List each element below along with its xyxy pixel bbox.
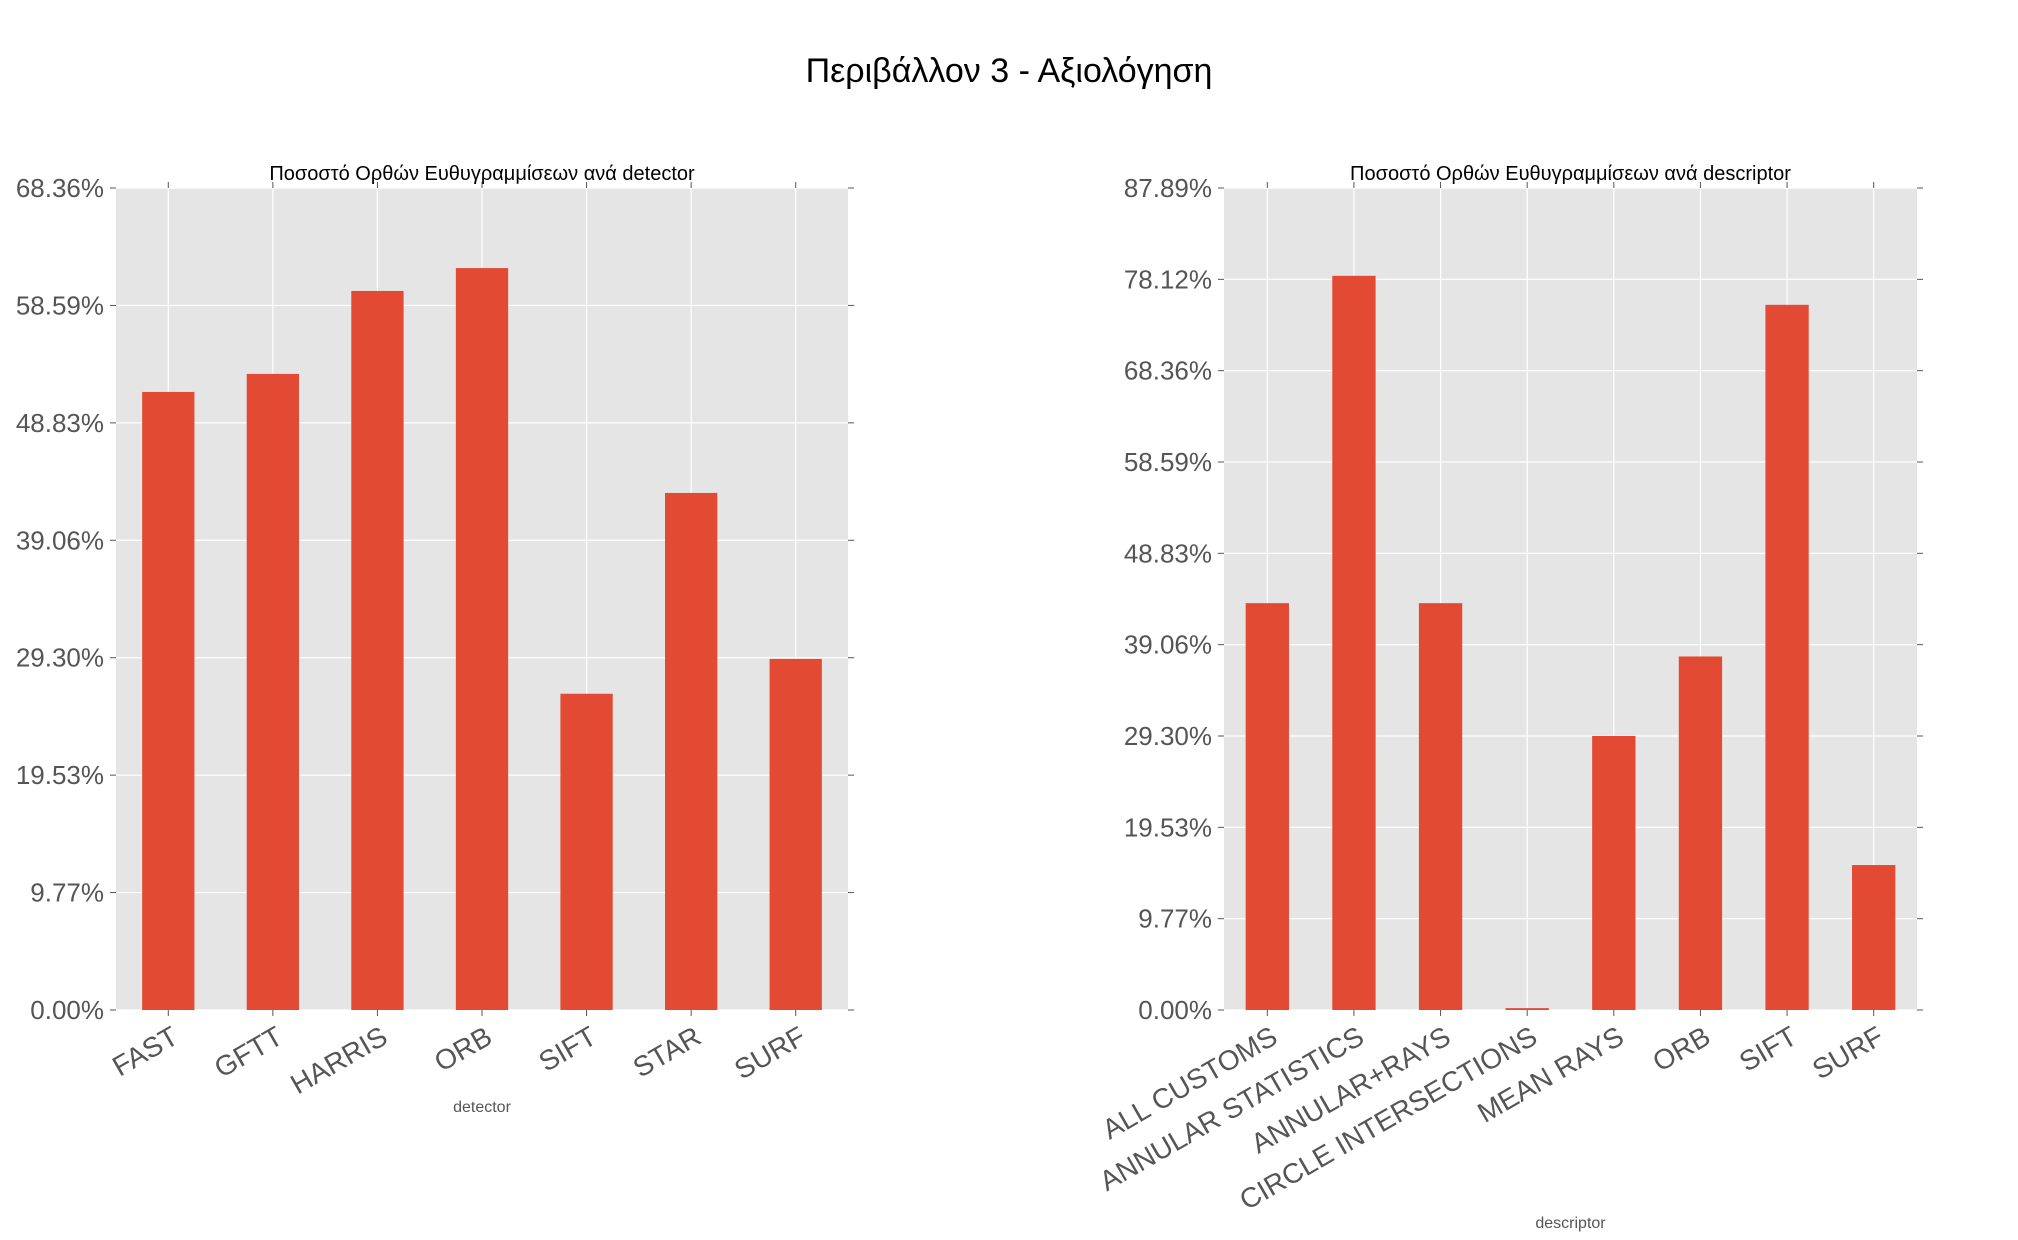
ytick-label: 58.59% xyxy=(1124,447,1212,477)
xtick-label: HARRIS xyxy=(285,1020,392,1100)
x-axis-label: descriptor xyxy=(1535,1215,1606,1232)
xtick-label: ORB xyxy=(1647,1020,1715,1077)
ytick-label: 0.00% xyxy=(30,995,104,1025)
bar-orb xyxy=(455,268,509,1010)
x-axis-label: detector xyxy=(453,1099,511,1116)
xtick-label: SIFT xyxy=(1734,1020,1802,1077)
ytick-label: 19.53% xyxy=(16,760,104,790)
bar-star xyxy=(665,492,718,1010)
bar-annular-rays xyxy=(1418,603,1463,1010)
ytick-label: 19.53% xyxy=(1124,812,1212,842)
bar-surf xyxy=(769,658,822,1010)
bar-harris xyxy=(351,290,404,1010)
ytick-label: 48.83% xyxy=(16,408,104,438)
bar-sift xyxy=(1765,304,1809,1010)
chart-panel-2: 0.00% 9.77% 19.53% 29.30% 39.06% 48.83% 58.59%… xyxy=(1094,163,1923,1232)
figure-title: Περιβάλλον 3 - Αξιολόγηση xyxy=(805,52,1213,90)
ytick-label: 68.36% xyxy=(16,173,104,203)
ytick-label: 78.12% xyxy=(1124,264,1212,294)
ytick-label: 9.77% xyxy=(1138,904,1212,934)
bar-all-customs xyxy=(1245,603,1289,1010)
xtick-label: SURF xyxy=(1807,1020,1889,1085)
bar-mean-rays xyxy=(1592,735,1636,1010)
ytick-label: 68.36% xyxy=(1124,356,1212,386)
ytick-label: 29.30% xyxy=(1124,721,1212,751)
xtick-label: ORB xyxy=(429,1020,497,1077)
ytick-label: 39.06% xyxy=(1124,630,1212,660)
chart-title: Ποσοστό Ορθών Ευθυγραμμίσεων ανά detecto… xyxy=(269,163,695,185)
xtick-label: SIFT xyxy=(534,1020,602,1077)
bar-orb xyxy=(1678,656,1723,1010)
bar-gftt xyxy=(246,373,299,1011)
ytick-label: 0.00% xyxy=(1138,995,1212,1025)
ytick-label: 29.30% xyxy=(16,643,104,673)
ytick-label: 39.06% xyxy=(16,525,104,555)
xtick-label: SURF xyxy=(729,1020,811,1085)
xtick-label: MEAN RAYS xyxy=(1472,1020,1629,1128)
xtick-label: FAST xyxy=(107,1020,183,1082)
xtick-label: STAR xyxy=(628,1020,706,1083)
chart-title: Ποσοστό Ορθών Ευθυγραμμίσεων ανά descrip… xyxy=(1350,163,1791,185)
ytick-label: 58.59% xyxy=(16,290,104,320)
ytick-label: 9.77% xyxy=(30,878,104,908)
bar-circle-intersections xyxy=(1505,1008,1549,1010)
plot-area xyxy=(1224,188,1917,1010)
bar-surf xyxy=(1852,865,1896,1010)
bar-sift xyxy=(560,693,613,1010)
ytick-label: 87.89% xyxy=(1124,173,1212,203)
bar-fast xyxy=(142,391,195,1011)
ytick-label: 48.83% xyxy=(1124,538,1212,568)
xtick-label: GFTT xyxy=(209,1020,288,1083)
chart-panel-1: 0.00% 9.77% 19.53% 29.30% 39.06% 48.83% 58.59%… xyxy=(16,163,854,1116)
bar-annular-statistics xyxy=(1332,275,1376,1010)
